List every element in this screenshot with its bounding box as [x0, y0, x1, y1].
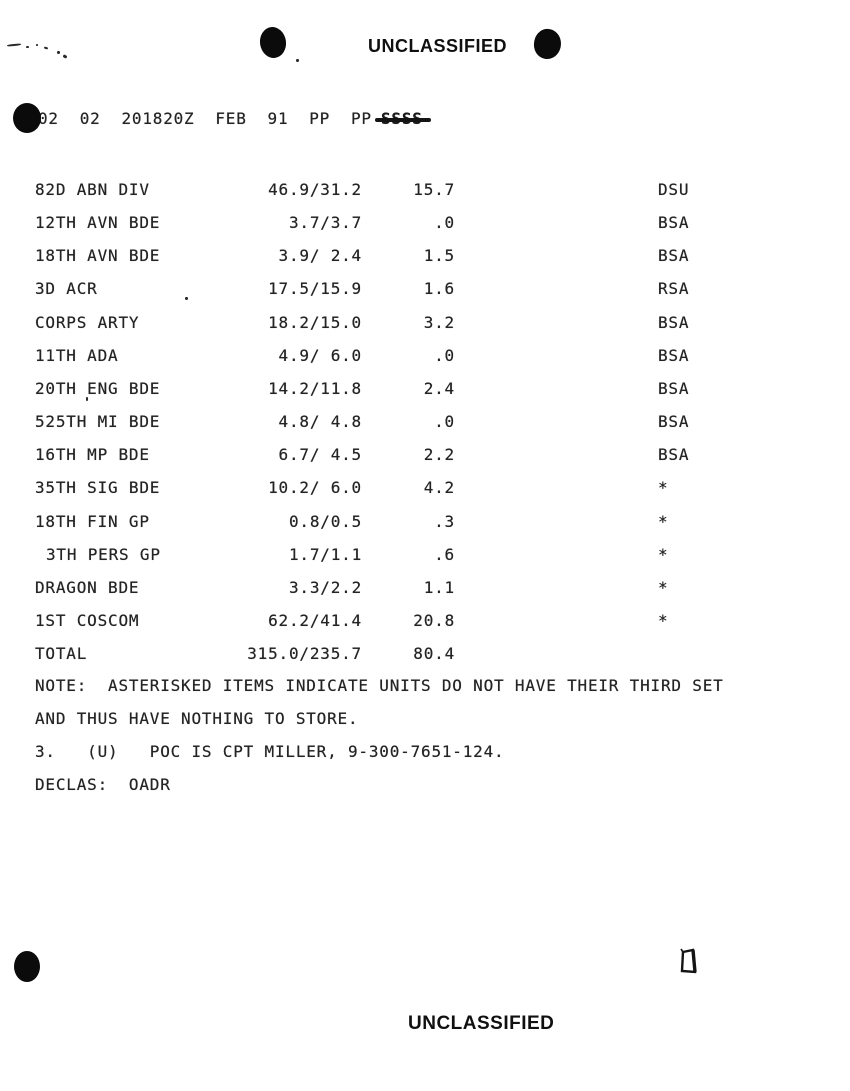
difference-cell: 3.2 — [423, 312, 455, 332]
declas-line: DECLAS: OADR — [35, 775, 171, 794]
unit-cell: 35TH SIG BDE — [35, 478, 161, 498]
table-row: 3TH PERS GP 1.7/1.1 .6 * — [0, 545, 850, 567]
classification-footer: UNCLASSIFIED — [408, 1013, 555, 1034]
unit-cell: 82D ABN DIV — [35, 180, 150, 199]
storage-flag-cell: * — [658, 610, 669, 630]
difference-cell: .0 — [434, 213, 455, 233]
values-cell: 4.9/ 6.0 — [278, 345, 362, 365]
storage-flag-cell: RSA — [658, 279, 690, 299]
values-cell: 17.5/15.9 — [268, 279, 362, 299]
values-cell: 6.7/ 4.5 — [278, 445, 362, 465]
smudge-mark — [62, 54, 68, 59]
table-total-row: TOTAL 315.0/235.7 80.4 — [0, 644, 850, 666]
storage-flag-cell: BSA — [658, 345, 690, 365]
table-row: 11TH ADA 4.9/ 6.0 .0 BSA — [0, 346, 850, 368]
storage-flag-cell: BSA — [658, 213, 690, 233]
poc-line: 3. (U) POC IS CPT MILLER, 9-300-7651-124… — [35, 742, 505, 761]
table-row: 12TH AVN BDE 3.7/3.7 .0 BSA — [0, 213, 850, 235]
redaction-dot — [13, 103, 41, 133]
difference-cell: 80.4 — [413, 644, 455, 664]
difference-cell: 20.8 — [413, 610, 455, 630]
difference-cell: 2.2 — [423, 445, 455, 465]
difference-cell: .0 — [434, 412, 455, 432]
difference-cell: 4.2 — [423, 478, 455, 498]
table-row: CORPS ARTY 18.2/15.0 3.2 BSA — [0, 313, 850, 335]
values-cell: 46.9/31.2 — [268, 180, 362, 199]
values-cell: 1.7/1.1 — [288, 544, 362, 564]
difference-cell: 1.5 — [423, 246, 455, 266]
smudge-mark — [57, 51, 60, 54]
redaction-dot — [14, 951, 40, 982]
unit-cell: 11TH ADA — [35, 345, 119, 365]
values-cell: 0.8/0.5 — [288, 511, 362, 531]
storage-flag-cell: * — [658, 544, 669, 564]
table-row: 1ST COSCOM 62.2/41.4 20.8 * — [0, 611, 850, 633]
ink-speck — [296, 59, 299, 62]
message-header-line: 02 02 201820Z FEB 91 PP PP — [38, 109, 372, 128]
note-line: AND THUS HAVE NOTHING TO STORE. — [35, 709, 359, 728]
table-row: 3D ACR 17.5/15.9 1.6 RSA — [0, 279, 850, 301]
unit-cell: 3D ACR — [35, 279, 98, 299]
difference-cell: .0 — [434, 345, 455, 365]
table-row: 18TH AVN BDE 3.9/ 2.4 1.5 BSA — [0, 246, 850, 268]
classification-header: UNCLASSIFIED — [368, 36, 508, 56]
storage-flag-cell: BSA — [658, 378, 690, 398]
redaction-dot — [257, 25, 289, 60]
smudge-mark — [26, 46, 29, 48]
storage-flag-cell: BSA — [658, 312, 690, 332]
table-row: 20TH ENG BDE 14.2/11.8 2.4 BSA — [0, 379, 850, 401]
unit-cell: 525TH MI BDE — [35, 412, 161, 432]
storage-flag-cell: BSA — [658, 246, 690, 266]
smudge-mark — [43, 46, 49, 50]
values-cell: 14.2/11.8 — [268, 378, 362, 398]
values-cell: 3.9/ 2.4 — [278, 246, 362, 266]
values-cell: 315.0/235.7 — [247, 644, 362, 664]
table-row: 525TH MI BDE 4.8/ 4.8 .0 BSA — [0, 412, 850, 434]
unit-cell: 16TH MP BDE — [35, 445, 150, 465]
unit-cell: 12TH AVN BDE — [35, 213, 161, 233]
unit-cell: 18TH AVN BDE — [35, 246, 161, 266]
struck-out-text: SSSS — [375, 109, 431, 128]
difference-cell: 2.4 — [423, 378, 455, 398]
difference-cell: 1.6 — [423, 279, 455, 299]
values-cell: 3.7/3.7 — [288, 213, 362, 233]
values-cell: 18.2/15.0 — [268, 312, 362, 332]
smudge-mark — [6, 43, 22, 47]
unit-cell: 3TH PERS GP — [46, 544, 161, 564]
redaction-dot — [531, 26, 564, 62]
unit-cell: 20TH ENG BDE — [35, 378, 161, 398]
values-cell: 62.2/41.4 — [268, 610, 362, 630]
note-line: NOTE: ASTERISKED ITEMS INDICATE UNITS DO… — [35, 676, 724, 695]
table-row: 35TH SIG BDE 10.2/ 6.0 4.2 * — [0, 478, 850, 500]
ink-speck — [185, 297, 188, 300]
table-row: DRAGON BDE 3.3/2.2 1.1 * — [0, 578, 850, 600]
storage-flag-cell: DSU — [658, 180, 690, 199]
ink-speck — [86, 397, 88, 401]
smudge-mark — [36, 44, 38, 46]
difference-cell: 1.1 — [423, 577, 455, 597]
storage-flag-cell: * — [658, 577, 669, 597]
storage-flag-cell: BSA — [658, 412, 690, 432]
values-cell: 10.2/ 6.0 — [268, 478, 362, 498]
table-row: 16TH MP BDE 6.7/ 4.5 2.2 BSA — [0, 445, 850, 467]
values-cell: 3.3/2.2 — [288, 577, 362, 597]
unit-cell: DRAGON BDE — [35, 577, 140, 597]
unit-cell: 18TH FIN GP — [35, 511, 150, 531]
storage-flag-cell: * — [658, 511, 669, 531]
table-row: 82D ABN DIV 46.9/31.2 15.7 DSU — [0, 180, 850, 202]
unit-cell: CORPS ARTY — [35, 312, 140, 332]
difference-cell: .6 — [434, 544, 455, 564]
printer-box-mark — [680, 948, 697, 974]
unit-cell: TOTAL — [35, 644, 88, 664]
table-row: 18TH FIN GP 0.8/0.5 .3 * — [0, 512, 850, 534]
values-cell: 4.8/ 4.8 — [278, 412, 362, 432]
unit-cell: 1ST COSCOM — [35, 610, 140, 630]
difference-cell: 15.7 — [413, 180, 455, 199]
difference-cell: .3 — [434, 511, 455, 531]
storage-flag-cell: * — [658, 478, 669, 498]
storage-flag-cell: BSA — [658, 445, 690, 465]
